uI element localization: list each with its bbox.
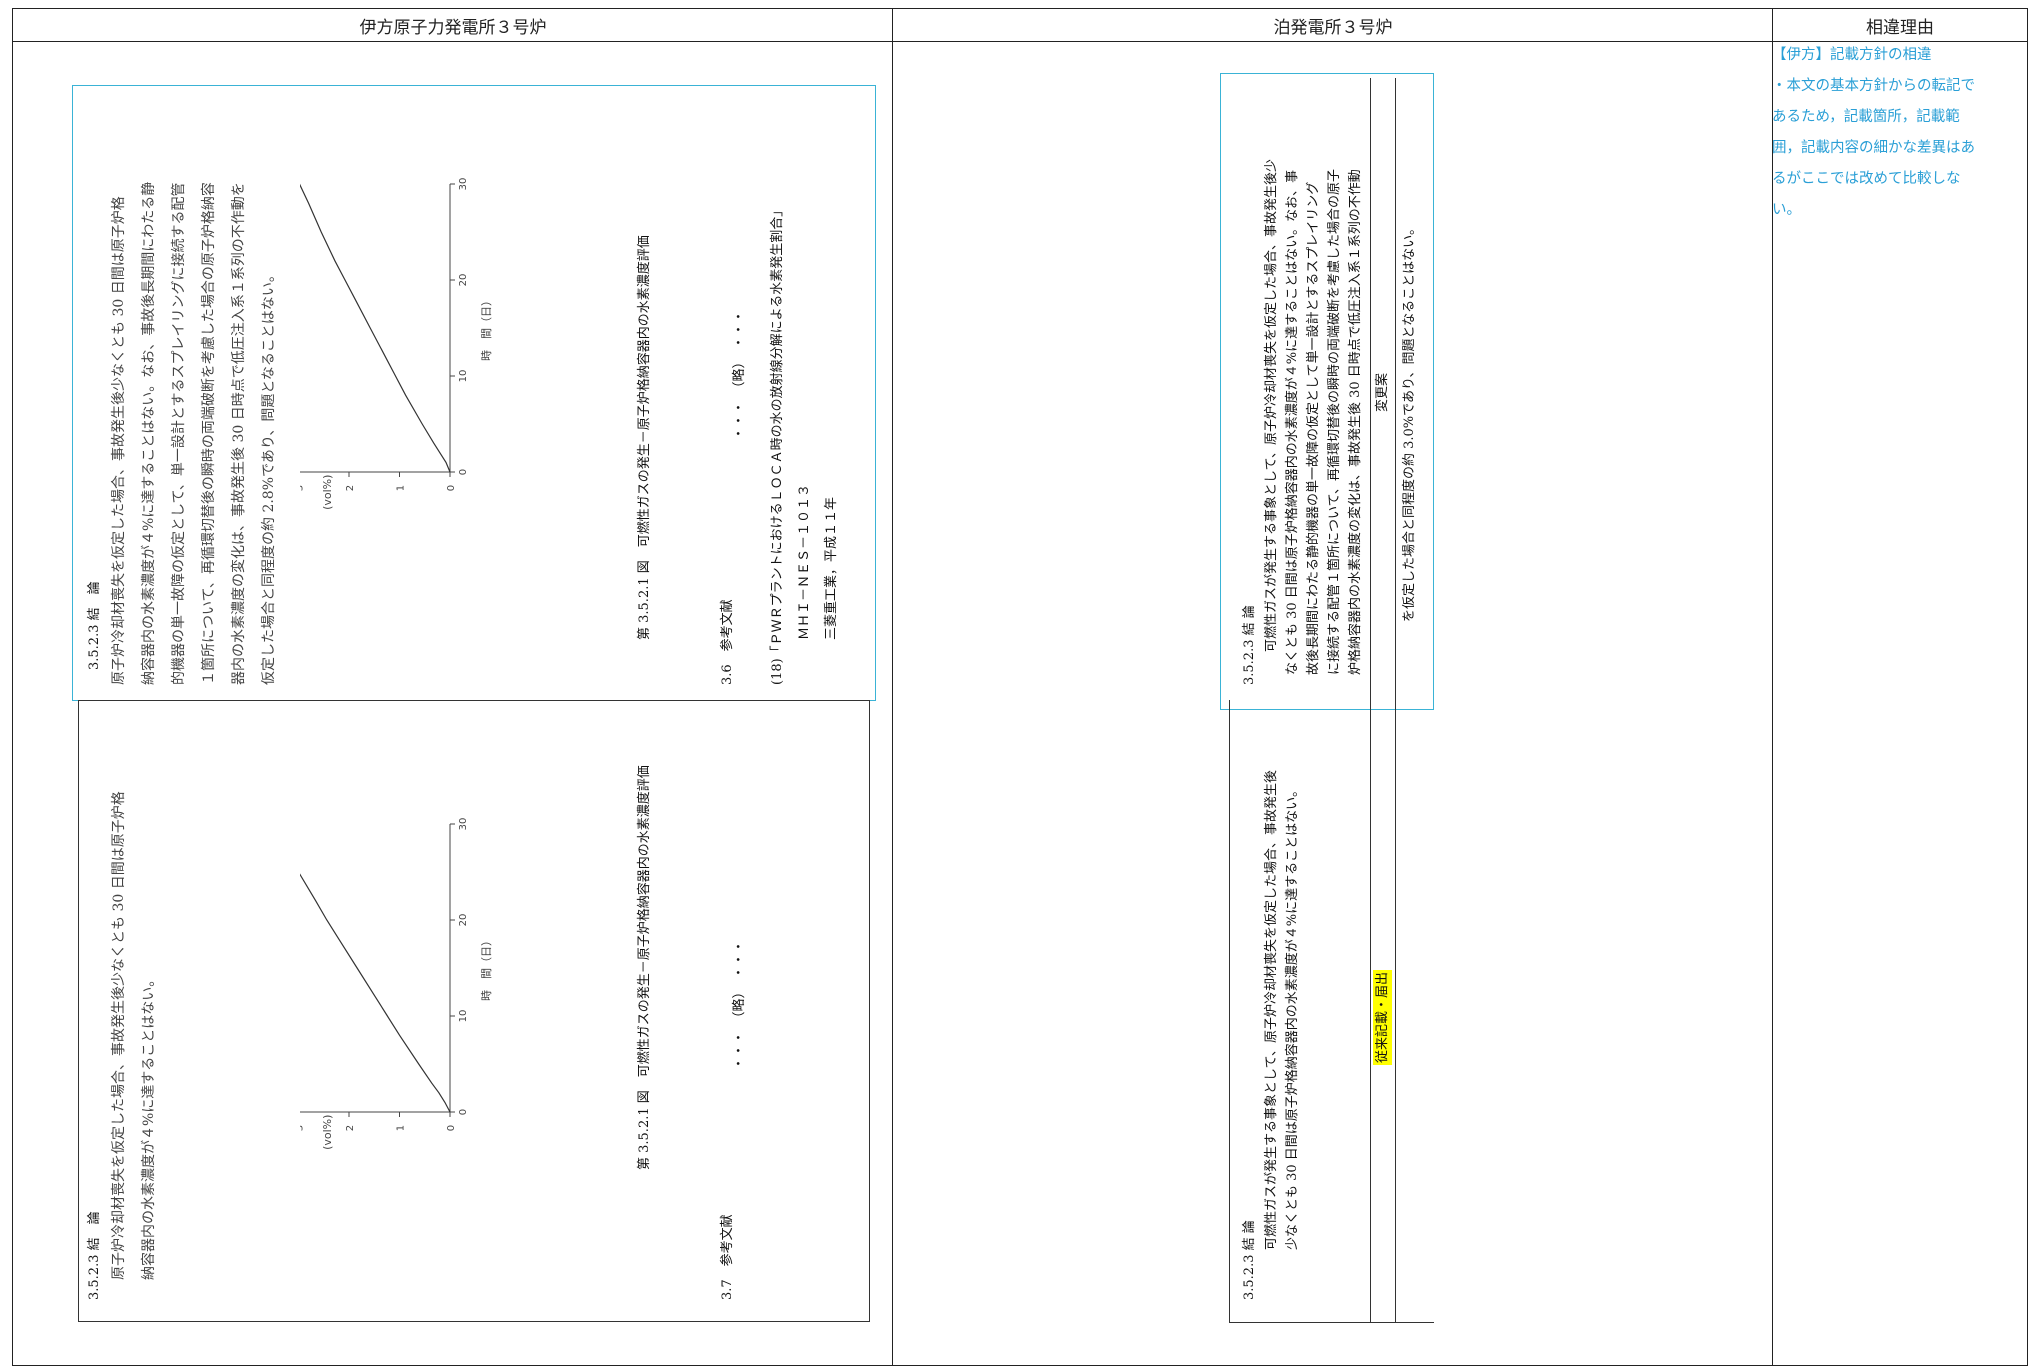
header-tomari: 泊発電所３号炉 (893, 9, 1773, 42)
y-tick-label: 1 (396, 1125, 407, 1131)
figure-caption: 第 3.5.2.1 図 可燃性ガスの発生－原子炉格納容器内の水素濃度評価 (637, 235, 652, 640)
x-tick-label: 20 (458, 914, 469, 927)
x-tick-label: 20 (458, 274, 469, 287)
x-tick-label: 10 (458, 1010, 469, 1023)
omission-mark: ・・・ （略） ・・・ (732, 939, 747, 1070)
reference-item: 三菱重工業，平成１１年 (824, 496, 839, 640)
change-proposal-label: 変更案 (1375, 372, 1390, 412)
figure-caption: 第 3.5.2.1 図 可燃性ガスの発生－原子炉格納容器内の水素濃度評価 (637, 765, 652, 1170)
y-axis-label: 水素濃度 (vol%) (320, 1115, 334, 1150)
hydrogen-chart: 010203001234時 間（日）水素濃度 (vol%) (300, 178, 493, 510)
x-axis-label: 時 間（日） (480, 295, 493, 361)
x-tick-label: 0 (458, 1109, 469, 1115)
continuation-text: を仮定した場合と同程度の約 3.0%であり、問題となることはない。 (1402, 221, 1417, 622)
difference-reason: 【伊方】記載方針の相違 ・本文の基本方針からの転記で あるため，記載箇所，記載範… (1772, 40, 2022, 226)
header-ikata: 伊方原子力発電所３号炉 (13, 9, 893, 42)
reference-item: (18)「ＰＷＲプラントにおけるＬＯＣＡ時の水の放射線分解による水素発生割合」 (770, 203, 785, 685)
header-reason: 相違理由 (1773, 9, 2027, 42)
previous-description-label: 従来記載・届出 (1373, 969, 1392, 1065)
x-tick-label: 30 (458, 818, 469, 831)
change-proposal-box (1370, 78, 1396, 1322)
original-page-ikata (78, 700, 870, 1322)
reason-tag: 【伊方】記載方針の相違 (1772, 47, 1932, 63)
references-title: 3.7 参考文献 (720, 1214, 735, 1300)
x-tick-label: 0 (458, 469, 469, 475)
highlight-box-tomari (1220, 73, 1434, 710)
column-divider (1772, 9, 1773, 1365)
x-tick-label: 30 (458, 178, 469, 191)
y-axis-label: 水素濃度 (vol%) (320, 475, 334, 510)
section-title: 3.5.2.3 結 論 (87, 1211, 102, 1300)
x-axis-label: 時 間（日） (480, 935, 493, 1001)
y-tick-label: 2 (345, 1125, 356, 1131)
section-title: 3.5.2.3 結 論 (1242, 605, 1257, 685)
y-tick-label: 1 (396, 485, 407, 491)
y-tick-label: 3 (300, 485, 306, 491)
series-line (300, 183, 451, 473)
page-border (1229, 1322, 1434, 1323)
series-line (300, 873, 451, 1113)
column-divider (892, 9, 893, 1365)
y-tick-label: 2 (345, 485, 356, 491)
comparison-table: 伊方原子力発電所３号炉 泊発電所３号炉 相違理由 (12, 8, 2028, 1366)
section-title: 3.5.2.3 結 論 (87, 581, 102, 670)
page-border (1229, 700, 1231, 1322)
x-tick-label: 10 (458, 370, 469, 383)
section-title: 3.5.2.3 結 論 (1242, 1220, 1257, 1300)
y-tick-label: 3 (300, 1125, 306, 1131)
omission-mark: ・・・ （略） ・・・ (732, 309, 747, 440)
references-title: 3.6 参考文献 (720, 599, 735, 685)
y-tick-label: 0 (446, 1125, 457, 1131)
y-tick-label: 0 (446, 485, 457, 491)
hydrogen-chart: 010203001234時 間（日）水素濃度 (vol%) (300, 818, 493, 1150)
reference-item: ＭＨＩ－ＮＥＳ－１０１３ (797, 483, 812, 640)
